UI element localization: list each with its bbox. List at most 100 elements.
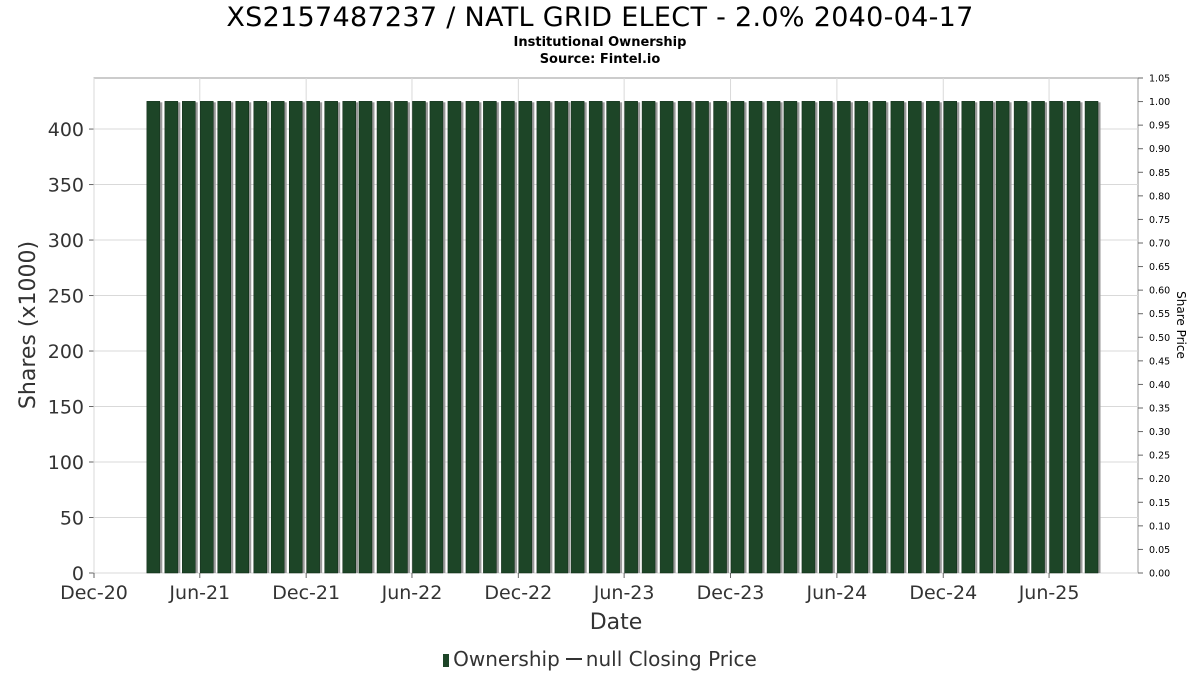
- y2-tick-label: 0.15: [1149, 498, 1170, 509]
- x-tick-label: Jun-21: [168, 582, 230, 604]
- y2-tick-label: 0.70: [1149, 239, 1170, 250]
- x-tick-label: Dec-20: [60, 582, 128, 604]
- x-tick-label: Dec-23: [697, 582, 765, 604]
- x-tick-label: Jun-24: [806, 582, 868, 604]
- ownership-bar: [342, 101, 356, 574]
- ownership-bar: [270, 101, 285, 574]
- ownership-bar: [926, 101, 940, 574]
- x-tick-label: Jun-22: [381, 582, 443, 604]
- ownership-bar: [961, 101, 976, 574]
- y2-tick-label: 0.30: [1149, 427, 1170, 438]
- ownership-bar: [908, 101, 922, 574]
- ownership-bar: [995, 101, 1010, 574]
- x-tick-label: Dec-22: [484, 582, 552, 604]
- legend-label-ownership: Ownership: [453, 647, 560, 671]
- x-tick-label: Jun-23: [593, 582, 655, 604]
- y2-tick-label: 0.00: [1149, 569, 1170, 580]
- ownership-bar: [588, 101, 603, 574]
- y2-tick-label: 0.90: [1149, 144, 1170, 155]
- ownership-bar: [1049, 101, 1063, 574]
- ownership-bar: [146, 101, 161, 574]
- ownership-bar: [943, 101, 958, 574]
- ownership-bar: [182, 101, 196, 574]
- ownership-bar: [606, 101, 620, 574]
- ownership-bar: [1013, 101, 1028, 574]
- y-axis-label: Shares (x1000): [16, 241, 41, 409]
- ownership-bar: [854, 101, 869, 574]
- y2-tick-label: 0.65: [1149, 262, 1170, 273]
- y-tick-label: 0: [72, 563, 84, 585]
- ownership-bar: [164, 101, 179, 574]
- x-tick-label: Jun-25: [1018, 582, 1080, 604]
- chart-title: XS2157487237 / NATL GRID ELECT - 2.0% 20…: [226, 2, 974, 33]
- ownership-bar: [890, 101, 905, 574]
- ownership-bar: [324, 101, 338, 574]
- ownership-bar: [979, 101, 994, 574]
- x-axis-label: Date: [590, 610, 643, 635]
- ownership-bar: [288, 101, 303, 574]
- ownership-bar: [801, 101, 816, 574]
- ownership-bar: [554, 101, 569, 574]
- ownership-bar: [376, 101, 391, 574]
- ownership-bar: [837, 101, 851, 574]
- ownership-bar: [394, 101, 408, 574]
- ownership-bar: [677, 101, 692, 574]
- y2-tick-label: 0.10: [1149, 521, 1170, 532]
- ownership-bar: [501, 101, 515, 574]
- x-tick-label: Dec-21: [272, 582, 340, 604]
- y-tick-label: 200: [48, 341, 84, 363]
- ownership-bar: [730, 101, 745, 574]
- y-tick-label: 250: [48, 286, 84, 308]
- ownership-bar: [872, 101, 887, 574]
- chart-source: Source: Fintel.io: [539, 52, 661, 67]
- closing-price-legend-swatch: [565, 658, 582, 660]
- y-tick-label: 50: [60, 508, 84, 530]
- y2-tick-label: 0.05: [1149, 545, 1170, 556]
- y2-tick-label: 1.00: [1149, 97, 1170, 108]
- ownership-bar: [200, 101, 214, 574]
- ownership-bar: [306, 101, 320, 574]
- y-tick-label: 100: [48, 452, 84, 474]
- ownership-bar: [253, 101, 268, 574]
- y2-axis-label: Share Price: [1174, 291, 1188, 359]
- ownership-bar: [659, 101, 674, 574]
- ownership-bar: [518, 101, 533, 574]
- y2-tick-label: 0.50: [1149, 333, 1170, 344]
- legend-label-closing-price: null Closing Price: [585, 647, 757, 671]
- ownership-legend-swatch: [443, 654, 450, 667]
- ownership-bar: [641, 101, 656, 574]
- ownership-bar: [1031, 101, 1045, 574]
- ownership-bar: [695, 101, 709, 574]
- ownership-bar: [1066, 101, 1081, 574]
- ownership-bar: [819, 101, 833, 574]
- y2-tick-label: 0.40: [1149, 380, 1170, 391]
- y-tick-label: 350: [48, 175, 84, 197]
- y2-tick-label: 1.05: [1149, 74, 1170, 85]
- ownership-bar: [766, 101, 781, 574]
- y2-tick-label: 0.20: [1149, 474, 1170, 485]
- y-tick-label: 300: [48, 230, 84, 252]
- y2-tick-label: 0.60: [1149, 286, 1170, 297]
- ownership-bar: [429, 101, 444, 574]
- ownership-bar: [235, 101, 250, 574]
- y2-tick-label: 0.55: [1149, 309, 1170, 320]
- chart-legend: Ownership null Closing Price: [0, 647, 1200, 671]
- y2-tick-label: 0.85: [1149, 168, 1170, 179]
- y2-tick-label: 0.80: [1149, 191, 1170, 202]
- y2-tick-label: 0.95: [1149, 121, 1170, 132]
- y-tick-label: 400: [48, 119, 84, 141]
- chart-subtitle: Institutional Ownership: [513, 35, 687, 50]
- y2-tick-label: 0.45: [1149, 356, 1170, 367]
- ownership-bar: [465, 101, 480, 574]
- ownership-bar: [412, 101, 426, 574]
- y-tick-label: 150: [48, 397, 84, 419]
- x-tick-label: Dec-24: [909, 582, 977, 604]
- ownership-bar: [536, 101, 551, 574]
- y2-tick-label: 0.75: [1149, 215, 1170, 226]
- y2-tick-label: 0.35: [1149, 404, 1170, 415]
- ownership-bar: [217, 101, 231, 574]
- ownership-bar: [1084, 101, 1099, 574]
- ownership-bar: [748, 101, 763, 574]
- ownership-bar: [483, 101, 497, 574]
- ownership-chart: 0 50 100 150 200 250 300 350 400 Dec-20 Jun-21 Dec-…: [16, 74, 1188, 636]
